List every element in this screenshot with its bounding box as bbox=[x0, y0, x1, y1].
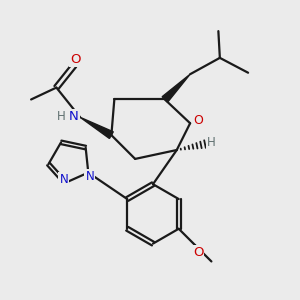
Polygon shape bbox=[80, 117, 113, 139]
Text: O: O bbox=[194, 114, 203, 128]
Text: N: N bbox=[69, 110, 79, 123]
Polygon shape bbox=[162, 74, 190, 102]
Text: O: O bbox=[70, 53, 81, 66]
Text: H: H bbox=[57, 110, 66, 123]
Text: H: H bbox=[207, 136, 216, 149]
Text: N: N bbox=[85, 170, 94, 183]
Text: N: N bbox=[59, 173, 68, 186]
Text: O: O bbox=[193, 246, 203, 259]
